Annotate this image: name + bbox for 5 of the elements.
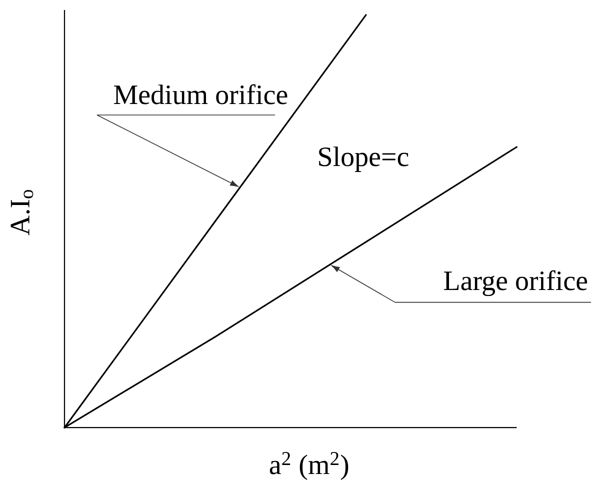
annotation: Slope=c xyxy=(319,146,408,172)
x-axis-title: a$^{2}$ (m$^{2}$) xyxy=(270,452,348,480)
series-label: Medium orifice xyxy=(114,84,288,104)
y-axis-title: A.I$_{o}$ xyxy=(10,190,34,236)
text: Large orifice xyxy=(444,270,588,296)
